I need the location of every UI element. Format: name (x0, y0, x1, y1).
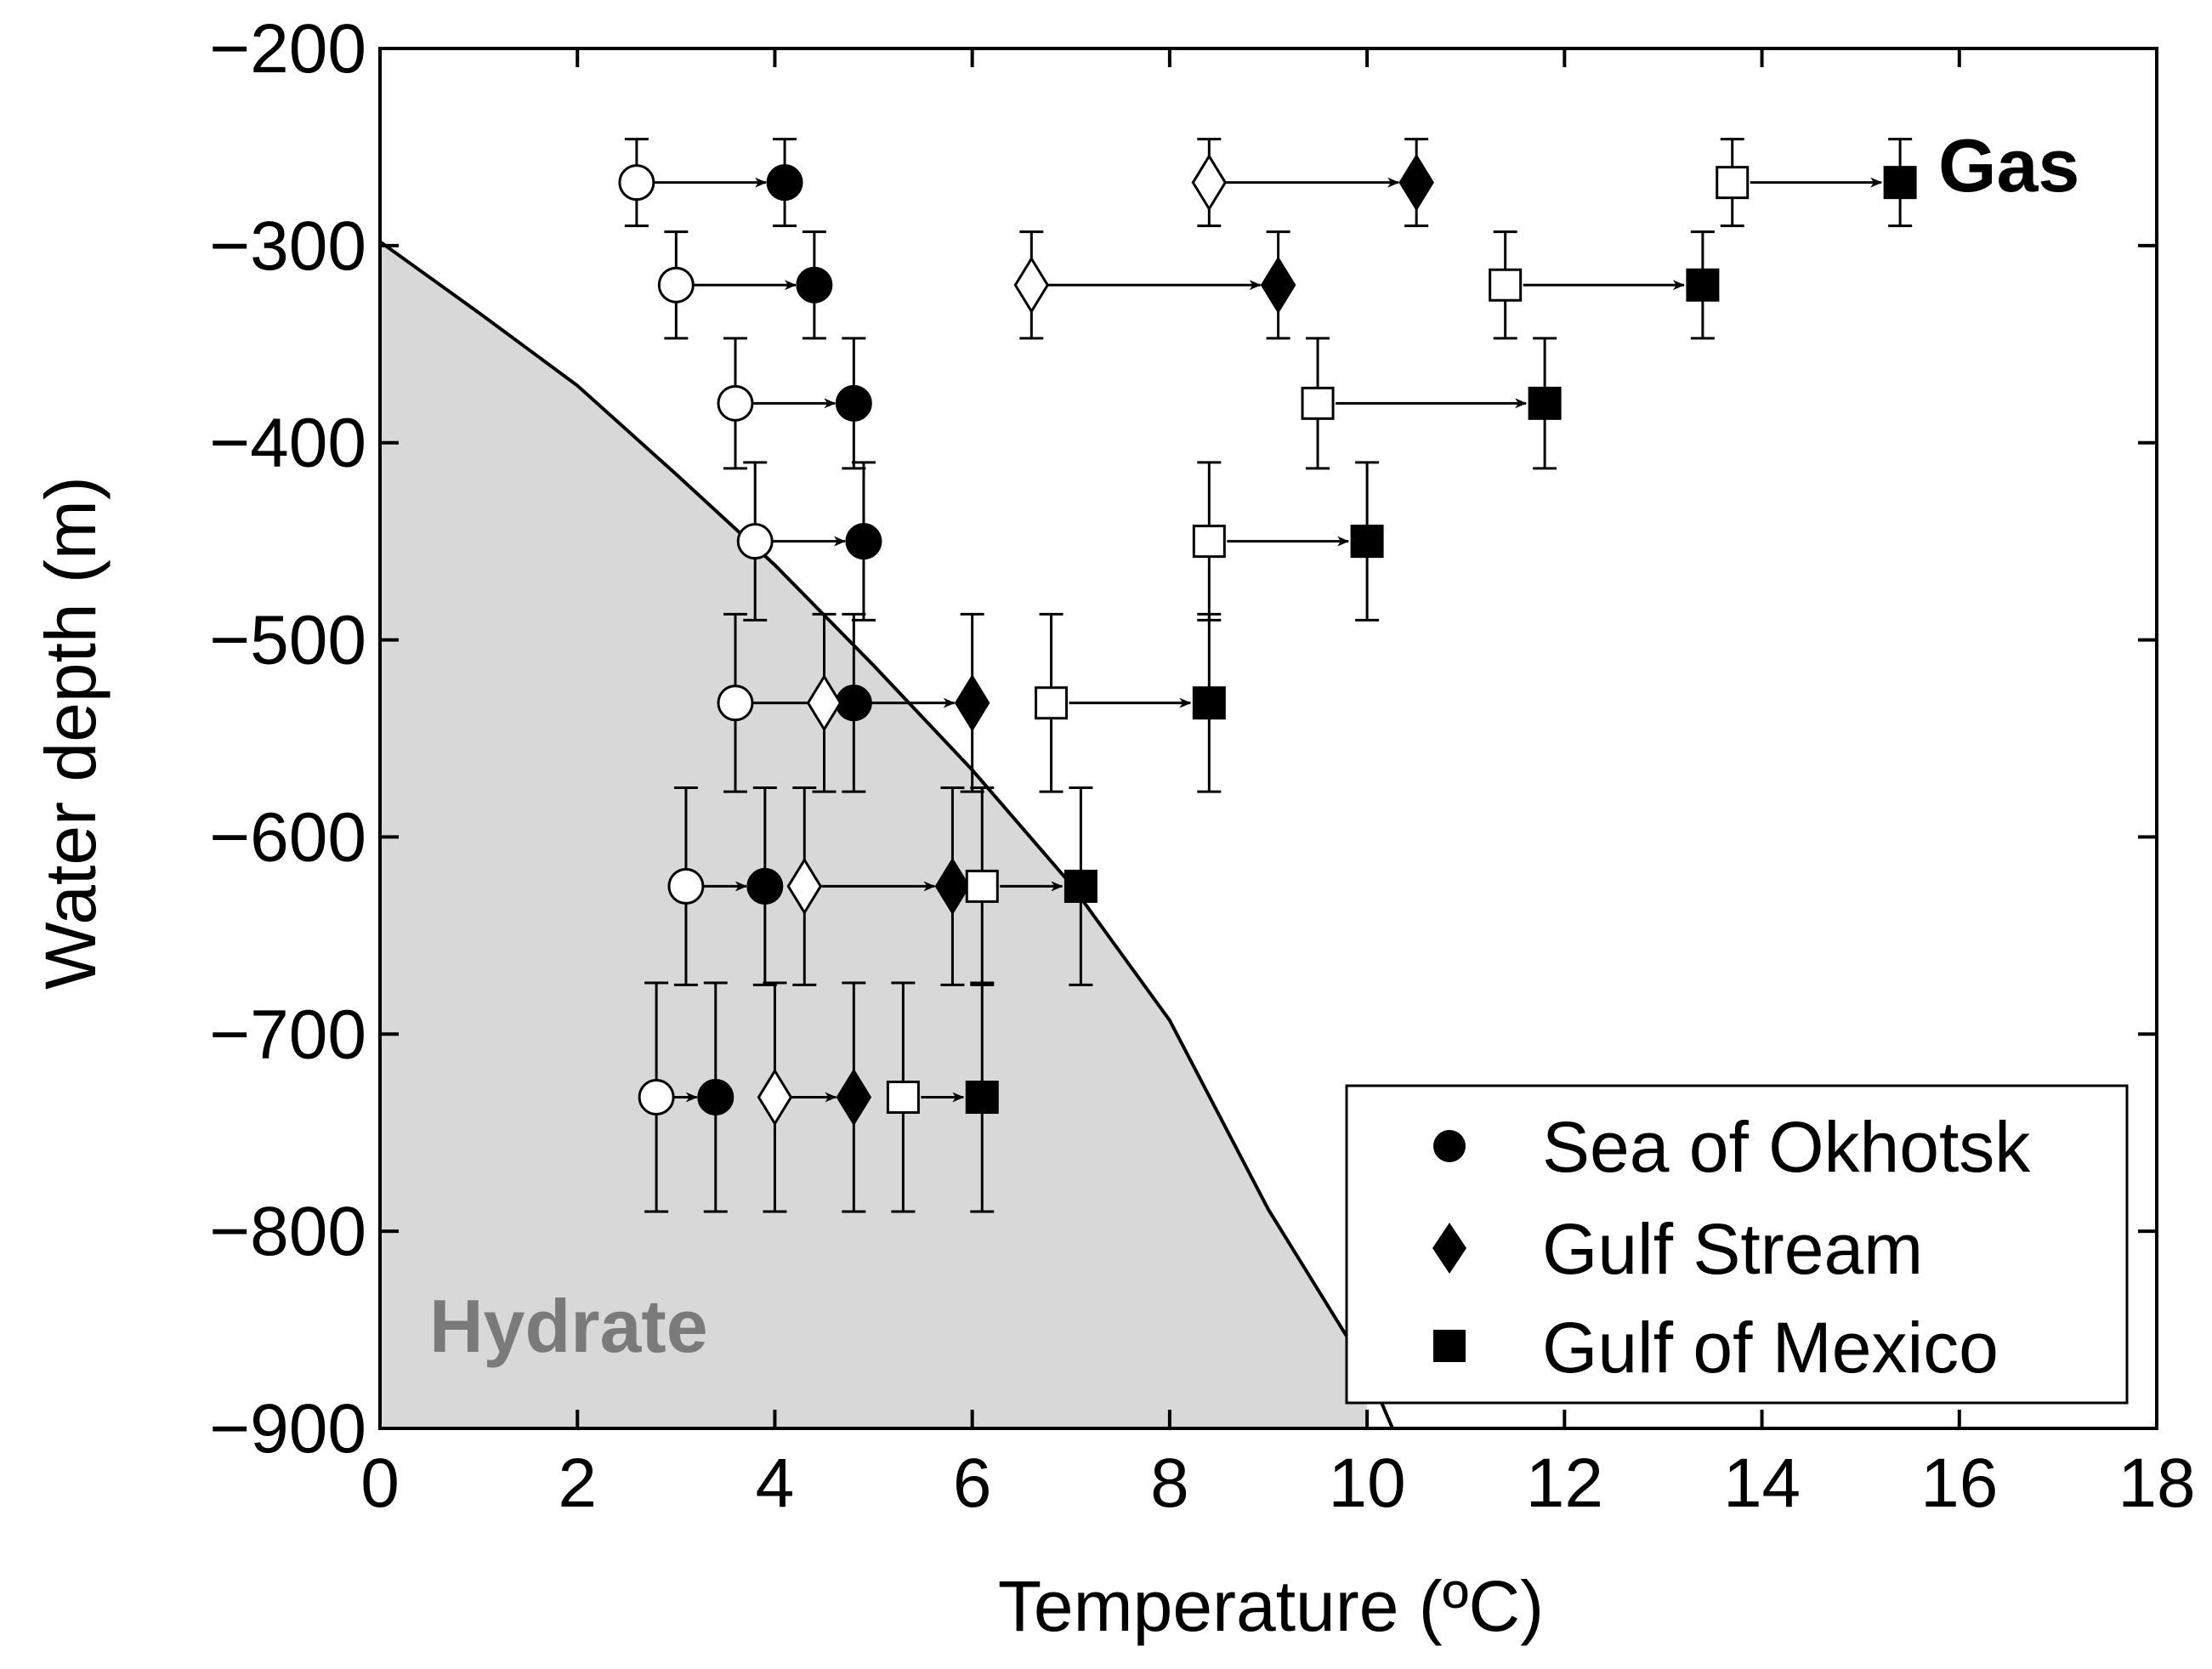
filled-diamond-marker (836, 1068, 872, 1127)
open-square-marker (1716, 166, 1750, 200)
y-tick-label: −900 (209, 1390, 366, 1467)
filled-square-marker (1350, 525, 1384, 559)
y-tick-label: −700 (209, 996, 366, 1073)
stability-boundary-curve (378, 240, 1394, 1429)
filled-diamond-marker (954, 673, 990, 732)
y-tick-label: −200 (209, 10, 366, 88)
open-square-marker (965, 869, 999, 903)
x-tick-label: 14 (1723, 1445, 1801, 1522)
open-circle-marker (657, 266, 695, 304)
y-tick-label: −500 (209, 602, 366, 679)
series-gulf-of-mexico (886, 138, 1917, 1213)
legend-label: Sea of Okhotsk (1542, 1107, 2031, 1187)
hydrate-region (378, 240, 1394, 1429)
legend-square-marker (1433, 1330, 1466, 1362)
x-tick-label: 10 (1329, 1445, 1406, 1522)
x-tick-labels: 0 2 4 6 8 10 12 14 16 18 (360, 1445, 2195, 1522)
open-square-marker (1301, 386, 1335, 420)
legend: Sea of Okhotsk Gulf Stream Gulf of Mexic… (1345, 1084, 2129, 1405)
open-diamond-marker (806, 673, 842, 732)
filled-square-marker (965, 1080, 999, 1114)
x-tick-label: 2 (558, 1445, 597, 1522)
open-diamond-marker (757, 1068, 793, 1127)
y-axis-title: Water depth (m) (31, 476, 111, 990)
filled-circle-marker (697, 1078, 734, 1116)
open-square-marker (1489, 268, 1523, 302)
x-tick-label: 4 (756, 1445, 795, 1522)
hydrate-region-label: Hydrate (429, 1284, 708, 1368)
open-diamond-marker (1013, 256, 1050, 315)
open-circle-marker (638, 1078, 675, 1116)
open-diamond-marker (786, 857, 823, 916)
open-square-marker (886, 1080, 920, 1114)
legend-entry-gulf-stream: Gulf Stream (1432, 1209, 1923, 1289)
filled-circle-marker (766, 164, 803, 202)
filled-circle-marker (796, 266, 833, 304)
filled-square-marker (1528, 386, 1562, 420)
legend-entry-gulf-of-mexico: Gulf of Mexico (1433, 1308, 1999, 1388)
legend-circle-marker (1433, 1130, 1466, 1162)
legend-label: Gulf of Mexico (1542, 1308, 1999, 1388)
plot-frame (378, 47, 2158, 1430)
filled-circle-marker (746, 867, 784, 905)
filled-square-marker (1192, 686, 1226, 720)
legend-label: Gulf Stream (1542, 1209, 1923, 1289)
open-circle-marker (667, 867, 705, 905)
x-tick-label: 8 (1150, 1445, 1189, 1522)
open-square-marker (1192, 525, 1226, 559)
open-square-marker (1035, 686, 1069, 720)
y-tick-label: −800 (209, 1193, 366, 1270)
y-tick-labels: −200 −300 −400 −500 −600 −700 −800 −900 (209, 10, 366, 1467)
x-tick-label: 18 (2118, 1445, 2195, 1522)
x-tick-label: 12 (1526, 1445, 1603, 1522)
x-tick-label: 6 (953, 1445, 992, 1522)
legend-box (1345, 1084, 2129, 1405)
y-tick-label: −300 (209, 207, 366, 285)
filled-square-marker (1686, 268, 1720, 302)
filled-square-marker (1883, 166, 1917, 200)
open-circle-marker (618, 164, 655, 202)
filled-diamond-marker (934, 857, 971, 916)
series-sea-of-okhotsk (618, 138, 882, 1213)
x-tick-label: 16 (1920, 1445, 1998, 1522)
legend-entry-sea-of-okhotsk: Sea of Okhotsk (1433, 1107, 2031, 1187)
filled-circle-marker (845, 523, 882, 560)
x-tick-label: 0 (360, 1445, 400, 1522)
open-diamond-marker (1191, 153, 1228, 212)
open-circle-marker (717, 384, 754, 422)
series-gulf-stream (757, 138, 1434, 1213)
filled-square-marker (1063, 869, 1097, 903)
x-axis-title: Temperature (ºC) (998, 1566, 1544, 1646)
y-tick-label: −400 (209, 405, 366, 482)
filled-diamond-marker (1260, 256, 1296, 315)
open-circle-marker (717, 684, 754, 722)
legend-diamond-marker (1432, 1223, 1466, 1274)
filled-circle-marker (835, 384, 872, 422)
open-circle-marker (736, 523, 774, 560)
gas-region-label: Gas (1938, 123, 2079, 207)
hydrate-fill (380, 241, 1368, 1429)
data-series (618, 138, 1917, 1213)
filled-diamond-marker (1398, 153, 1434, 212)
y-tick-label: −600 (209, 798, 366, 876)
